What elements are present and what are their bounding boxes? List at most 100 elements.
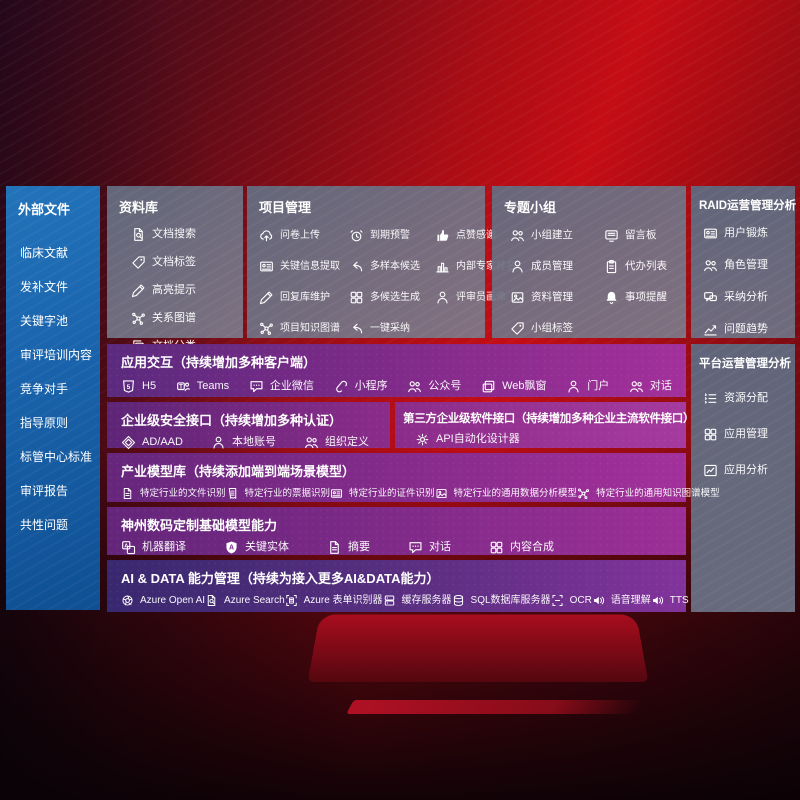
sidebar-item: 审评培训内容 bbox=[20, 349, 96, 361]
sidebar-item-label: 共性问题 bbox=[20, 518, 69, 532]
alarm-icon bbox=[349, 228, 364, 243]
reply-arrow-icon bbox=[349, 259, 364, 274]
feature-item-label: 问题趋势 bbox=[724, 323, 768, 335]
teams-icon: T bbox=[176, 379, 191, 394]
feature-item: 到期预警 bbox=[349, 228, 431, 243]
feature-item: 关系图谱 bbox=[131, 311, 243, 326]
compose-grid-icon bbox=[489, 540, 504, 555]
feature-item-label: 角色管理 bbox=[724, 259, 768, 271]
feature-item-label: 评审员画像 bbox=[456, 292, 506, 303]
feature-item-label: AD/AAD bbox=[142, 436, 183, 448]
feature-item-label: 对话 bbox=[649, 380, 672, 392]
receipt-icon bbox=[226, 487, 239, 500]
tag-icon bbox=[131, 255, 146, 270]
portal-icon bbox=[566, 379, 581, 394]
feature-item-label: 小组建立 bbox=[531, 229, 573, 241]
miniprogram-icon bbox=[334, 379, 349, 394]
feature-item-label: Azure Open AI bbox=[140, 595, 206, 606]
feature-item: Azure Open AI bbox=[121, 594, 205, 607]
svg-text:A: A bbox=[229, 545, 234, 552]
cloud-upload-icon bbox=[259, 228, 274, 243]
tag-icon bbox=[510, 321, 525, 336]
org-icon bbox=[304, 435, 319, 450]
api-gear-icon bbox=[415, 432, 430, 447]
feature-item-label: 到期预警 bbox=[370, 230, 410, 241]
entity-shield-icon: A bbox=[224, 540, 239, 555]
feature-item-label: 组织定义 bbox=[324, 436, 369, 448]
feature-item: 用户锻炼 bbox=[703, 226, 795, 241]
person-icon bbox=[435, 290, 450, 305]
translate-icon: A bbox=[121, 540, 136, 555]
doc-search-icon bbox=[131, 227, 146, 242]
h5-icon: 5 bbox=[121, 379, 136, 394]
grid-icon bbox=[349, 290, 364, 305]
sidebar-item-label: 标管中心标准 bbox=[20, 450, 93, 464]
svg-text:T: T bbox=[179, 384, 183, 390]
cache-server-icon bbox=[383, 594, 396, 607]
feature-item: 企业微信 bbox=[249, 379, 314, 394]
feature-item-label: 摘要 bbox=[348, 541, 370, 553]
base-model-row: 神州数码定制基础模型能力 A 机器翻译 A 关键实体 摘要 对话 内容合成 bbox=[107, 507, 686, 555]
wechat-work-icon bbox=[249, 379, 264, 394]
openai-icon bbox=[121, 594, 134, 607]
feature-item: API自动化设计器 bbox=[415, 432, 520, 447]
sidebar-item: 发补文件 bbox=[20, 281, 96, 293]
library-panel: 资料库 文档搜索 文档标签 高亮提示 关系图谱 文档分类 bbox=[107, 186, 243, 353]
platform-analysis-panel: 平台运营管理分析 资源分配 应用管理 应用分析 bbox=[691, 344, 795, 612]
feature-item-label: TTS bbox=[669, 595, 689, 606]
feature-item: SQL数据库服务器 bbox=[452, 594, 551, 607]
feature-item-label: 文档搜索 bbox=[152, 228, 196, 240]
feature-item-label: 应用管理 bbox=[724, 428, 768, 440]
sidebar-item-label: 指导原则 bbox=[20, 416, 69, 430]
feature-item-label: 点赞感谢 bbox=[456, 230, 496, 241]
feature-item-label: 用户锻炼 bbox=[724, 227, 768, 239]
feature-item: 缓存服务器 bbox=[383, 594, 452, 607]
ranking-chart-icon bbox=[435, 259, 450, 274]
external-files-title: 外部文件 bbox=[18, 202, 71, 217]
sidebar-item-label: 竞争对手 bbox=[20, 382, 69, 396]
qa-chat-icon bbox=[703, 290, 718, 305]
topic-group-panel: 专题小组 小组建立 留言板 成员管理 代办列表 资料管理 事项提醒 小组标签 bbox=[492, 186, 686, 338]
feature-item: 代办列表 bbox=[604, 259, 682, 274]
feature-item: 项目知识图谱 bbox=[259, 321, 345, 336]
member-icon bbox=[510, 259, 525, 274]
feature-item: 组织定义 bbox=[304, 435, 369, 450]
feature-item-label: 机器翻译 bbox=[142, 541, 186, 553]
people-icon bbox=[510, 228, 525, 243]
feature-item-label: 语音理解 bbox=[610, 595, 651, 606]
feature-item-label: 应用分析 bbox=[724, 464, 768, 476]
feature-item: 特定行业的证件识别 bbox=[330, 487, 435, 500]
feature-item: 5 H5 bbox=[121, 379, 156, 394]
feature-item-label: 项目知识图谱 bbox=[280, 323, 340, 334]
aidata-title: AI & DATA 能力管理（持续为接入更多AI&DATA能力） bbox=[121, 571, 440, 586]
apps-grid-icon bbox=[703, 427, 718, 442]
feature-item-label: 问卷上传 bbox=[280, 230, 320, 241]
feature-item-label: 事项提醒 bbox=[625, 291, 667, 303]
feature-item-label: 关键实体 bbox=[245, 541, 289, 553]
sidebar-item: 指导原则 bbox=[20, 417, 96, 429]
reply-arrow-icon bbox=[349, 321, 364, 336]
feature-item: 小程序 bbox=[334, 379, 388, 394]
feature-item: 高亮提示 bbox=[131, 283, 243, 298]
feature-item: 特定行业的通用知识图谱模型 bbox=[577, 487, 720, 500]
feature-item-label: 多样本候选 bbox=[370, 261, 420, 272]
feature-item: TTS bbox=[651, 594, 689, 607]
feature-item: 回复库维护 bbox=[259, 290, 345, 305]
feature-item: 一键采纳 bbox=[349, 321, 431, 336]
feature-item-label: 特定行业的文件识别 bbox=[140, 488, 226, 499]
security-interface-row: 企业级安全接口（持续增加多种认证） AD/AAD 本地账号 组织定义 bbox=[107, 402, 390, 450]
dialog-icon bbox=[629, 379, 644, 394]
feature-item: 小组标签 bbox=[510, 321, 604, 336]
people-icon bbox=[703, 258, 718, 273]
feature-item-label: Azure Search bbox=[224, 595, 285, 606]
feature-item: 内部专家排名 bbox=[435, 259, 516, 274]
sql-db-icon bbox=[452, 594, 465, 607]
feature-item: 角色管理 bbox=[703, 258, 795, 273]
feature-item: 点赞感谢 bbox=[435, 228, 516, 243]
feature-item-label: 企业微信 bbox=[269, 380, 314, 392]
feature-item-label: 一键采纳 bbox=[370, 323, 410, 334]
bbs-icon bbox=[604, 228, 619, 243]
external-files-list: 临床文献 发补文件 关键字池 审评培训内容 竞争对手 指导原则 标管中心标准 审… bbox=[6, 218, 100, 531]
chat-icon bbox=[408, 540, 423, 555]
data-model-icon bbox=[435, 487, 448, 500]
